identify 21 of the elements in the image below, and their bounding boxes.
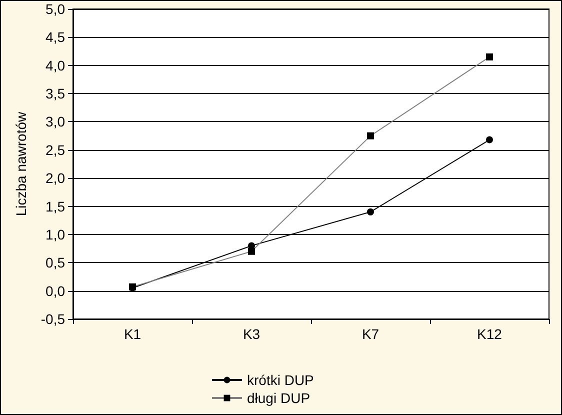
- y-tick-label: -0,5: [40, 311, 66, 327]
- y-tick-label: 1,5: [46, 198, 66, 214]
- y-tick-label: 0,0: [46, 282, 66, 299]
- x-tick-label: K7: [362, 326, 380, 342]
- y-tick-label: 4,0: [46, 57, 66, 74]
- x-tick-label: K1: [124, 326, 142, 342]
- y-tick-label: 2,0: [46, 170, 66, 186]
- y-tick-label: 3,0: [46, 114, 66, 130]
- legend-label: długi DUP: [247, 390, 310, 406]
- y-tick-label: 3,5: [46, 86, 66, 102]
- x-tick-label: K3: [242, 326, 260, 342]
- y-tick-label: 1,0: [46, 226, 66, 242]
- y-tick-label: 4,5: [46, 29, 66, 46]
- y-axis-title: Liczba nawrotów: [13, 110, 29, 216]
- y-tick-label: 0,5: [46, 254, 66, 271]
- y-tick-label: 2,5: [46, 142, 66, 158]
- point: [367, 208, 374, 216]
- x-tick-label: K12: [477, 326, 502, 342]
- legend-label: krótki DUP: [247, 372, 314, 388]
- point: [486, 136, 493, 144]
- y-tick-label: 5,0: [46, 1, 66, 17]
